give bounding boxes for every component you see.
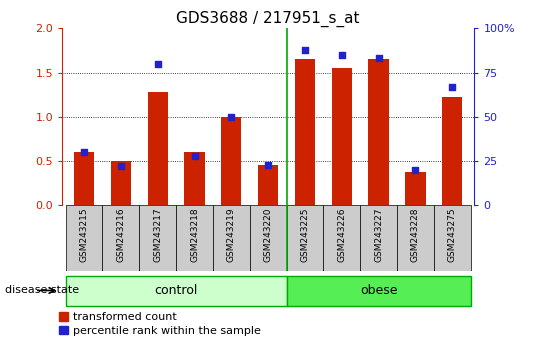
Point [264, 162, 273, 167]
Bar [405, 172, 425, 205]
Text: control: control [155, 284, 198, 297]
Bar [360, 205, 397, 271]
Text: GSM243275: GSM243275 [448, 207, 457, 262]
Point [411, 167, 420, 173]
Point [154, 61, 162, 67]
Point [116, 164, 125, 169]
Bar [221, 117, 241, 205]
Text: disease state: disease state [5, 285, 80, 296]
Legend: transformed count, percentile rank within the sample: transformed count, percentile rank withi… [57, 310, 264, 338]
Point [448, 84, 457, 90]
Text: GSM243226: GSM243226 [337, 207, 346, 262]
Bar [176, 205, 213, 271]
Bar [74, 152, 94, 205]
Text: GSM243225: GSM243225 [300, 207, 309, 262]
Point [80, 149, 88, 155]
Text: GSM243227: GSM243227 [374, 207, 383, 262]
Text: GSM243215: GSM243215 [80, 207, 88, 262]
Text: GSM243216: GSM243216 [116, 207, 126, 262]
Bar [442, 97, 462, 205]
Text: GSM243220: GSM243220 [264, 207, 273, 262]
Bar [148, 92, 168, 205]
Title: GDS3688 / 217951_s_at: GDS3688 / 217951_s_at [176, 11, 360, 27]
Bar [331, 68, 352, 205]
Point [374, 56, 383, 61]
Bar [102, 205, 139, 271]
Text: GSM243228: GSM243228 [411, 207, 420, 262]
Bar [258, 166, 278, 205]
Bar [213, 205, 250, 271]
Bar [434, 205, 471, 271]
Text: GSM243218: GSM243218 [190, 207, 199, 262]
Text: obese: obese [360, 284, 397, 297]
Bar [397, 205, 434, 271]
Bar [250, 205, 287, 271]
Bar [295, 59, 315, 205]
Bar [287, 205, 323, 271]
Bar [139, 205, 176, 271]
Point [337, 52, 346, 58]
Point [301, 47, 309, 52]
Text: GSM243219: GSM243219 [227, 207, 236, 262]
Bar [369, 59, 389, 205]
Bar [323, 205, 360, 271]
Bar [184, 152, 205, 205]
Point [227, 114, 236, 120]
Bar [66, 276, 287, 306]
Text: GSM243217: GSM243217 [153, 207, 162, 262]
Bar [287, 276, 471, 306]
Point [190, 153, 199, 159]
Bar [66, 205, 102, 271]
Bar [111, 161, 131, 205]
